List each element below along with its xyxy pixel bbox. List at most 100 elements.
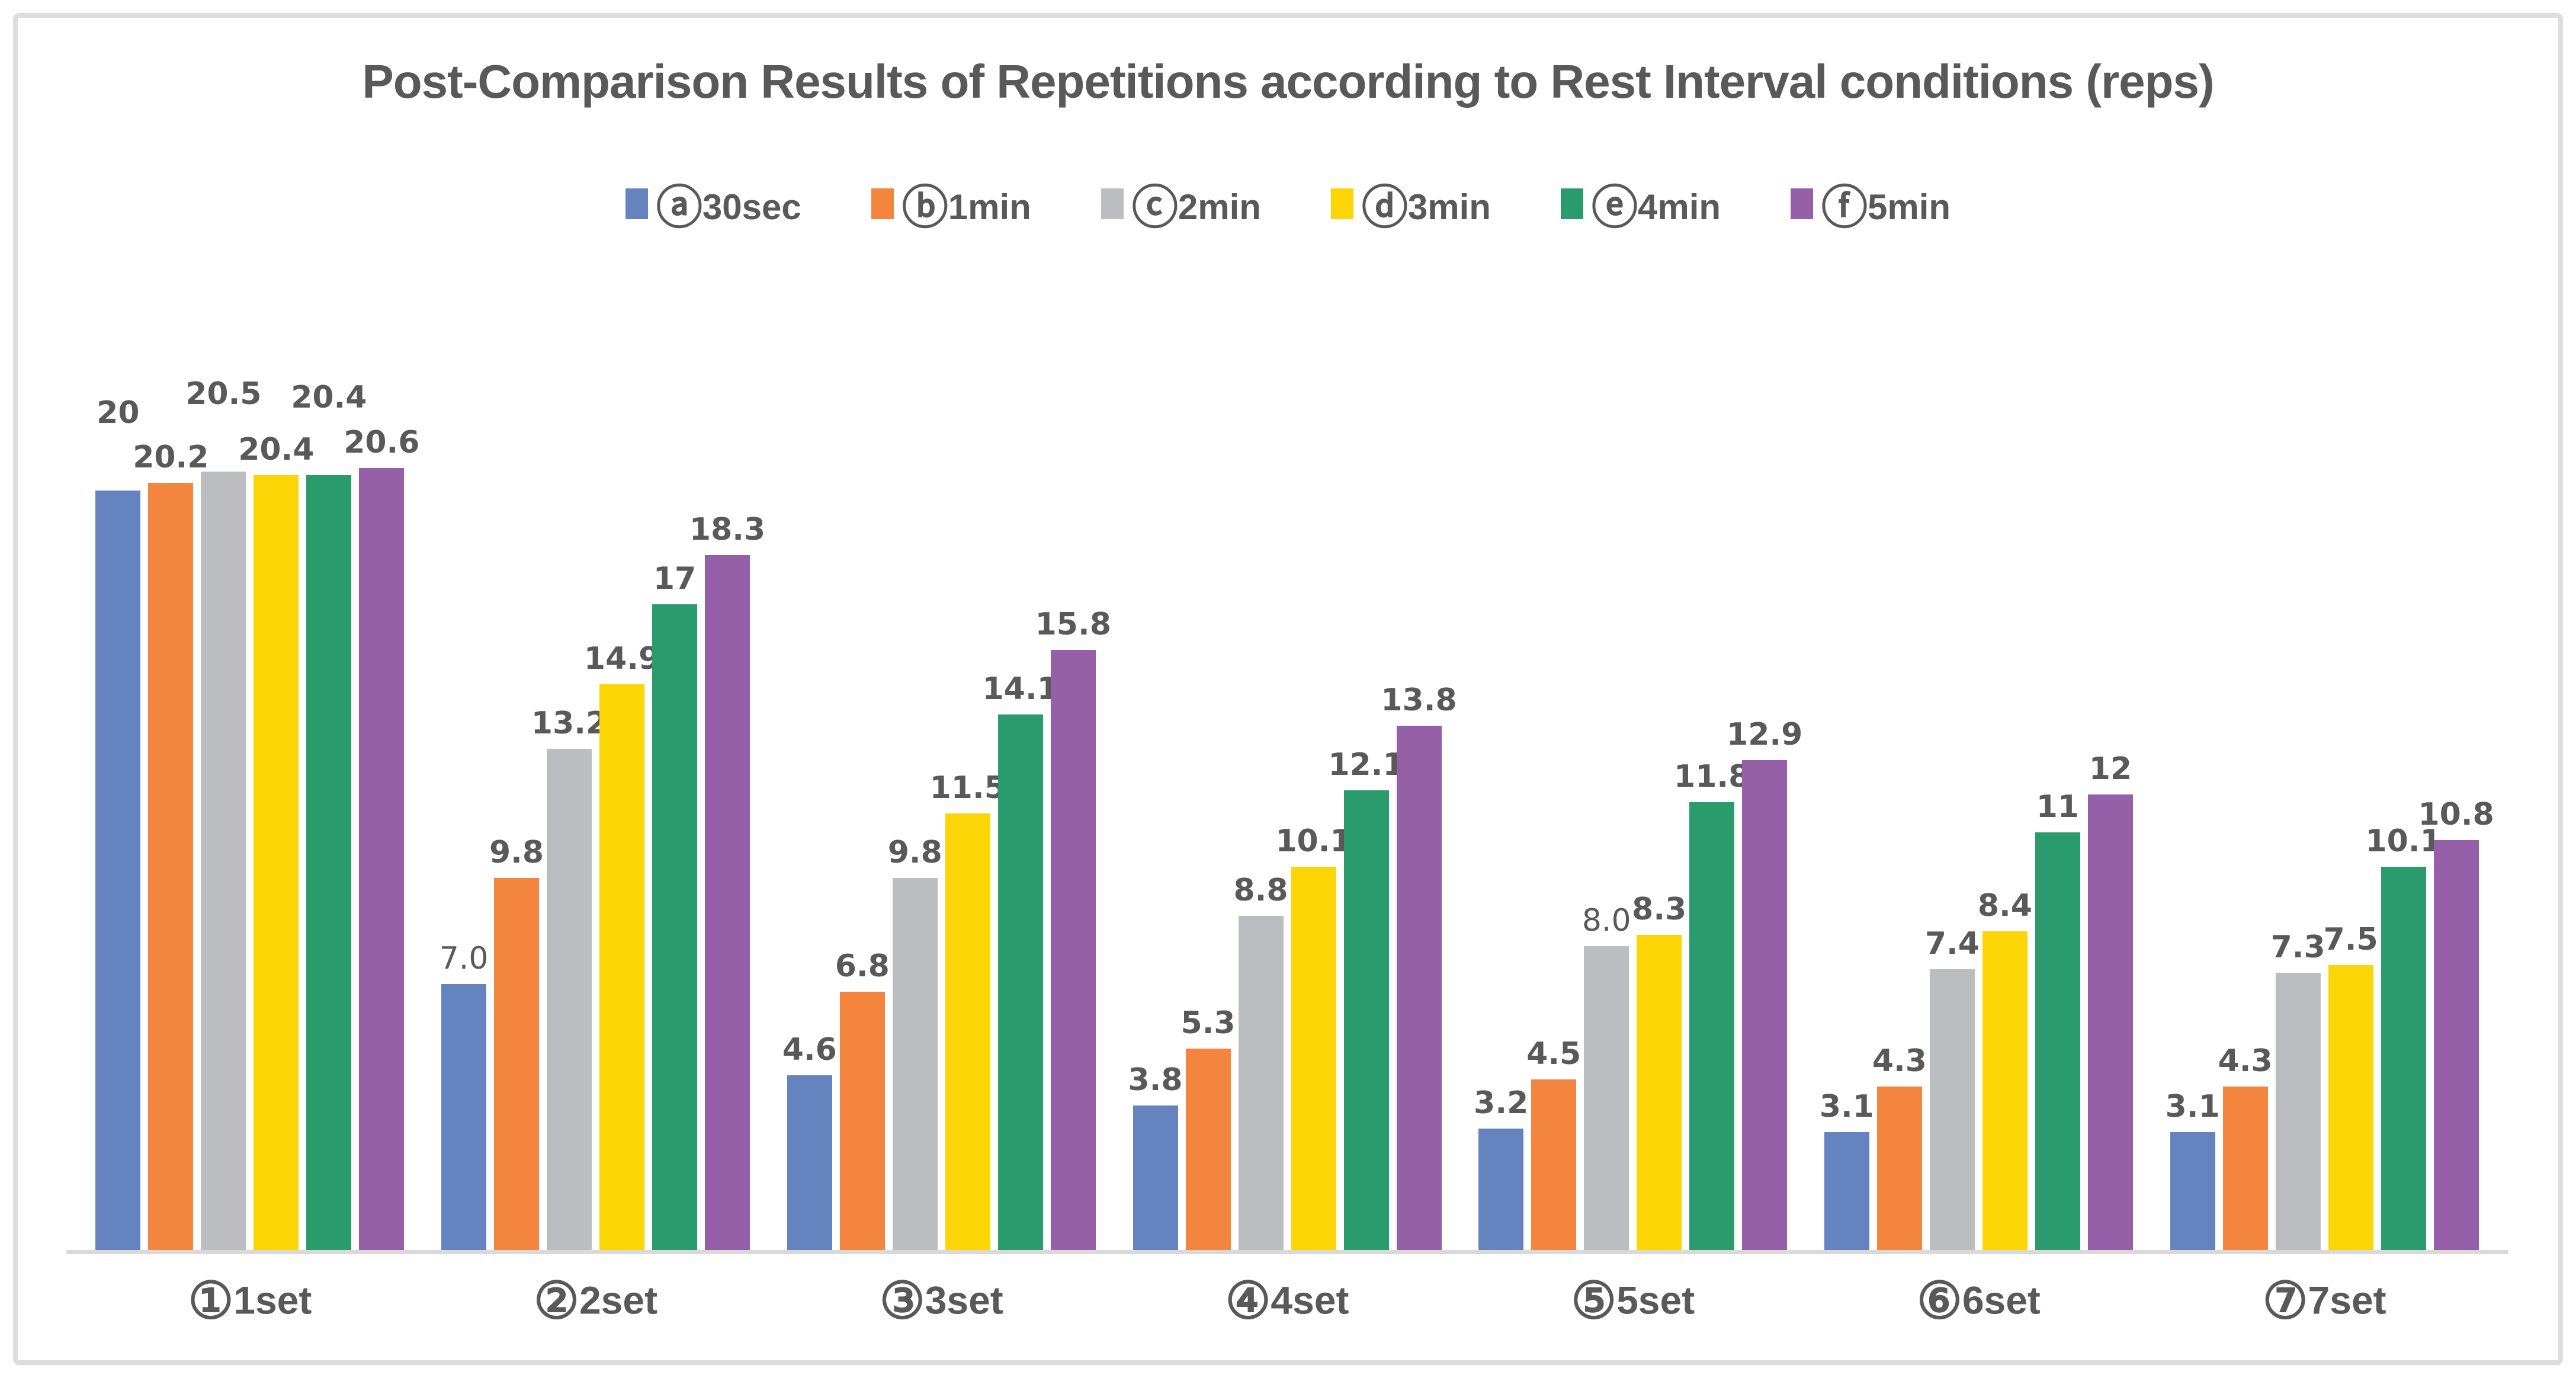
bar-3set-4min <box>997 714 1043 1250</box>
x-axis-label-5: ⑤5set <box>1571 1273 1695 1329</box>
circled-glyph: ① <box>188 1273 234 1329</box>
bar-3set-3min <box>945 813 990 1250</box>
legend-swatch <box>1101 188 1124 219</box>
bar-value-label: 13.8 <box>1381 682 1457 719</box>
bar-value-label: 6.8 <box>835 948 890 985</box>
x-axis-label-4: ④4set <box>1225 1273 1349 1329</box>
legend-item-4: ⓓ3min <box>1330 171 1491 237</box>
bar-value-label: 20.4 <box>238 432 315 468</box>
legend-item-1: ⓐ30sec <box>625 171 801 237</box>
bar-value-label: 9.8 <box>489 834 544 870</box>
bar-value-label: 7.5 <box>2323 922 2378 958</box>
bar-value-label: 20.2 <box>133 440 209 476</box>
bar-value-label: 9.8 <box>887 834 942 870</box>
legend-label: ⓕ5min <box>1821 181 1951 233</box>
bar-value-label: 3.8 <box>1128 1062 1183 1098</box>
bar-2set-5min <box>705 555 750 1250</box>
bar-value-label: 12.9 <box>1727 717 1803 753</box>
bar-value-label: 3.1 <box>1819 1089 1874 1125</box>
legend-item-5: ⓔ4min <box>1560 171 1721 237</box>
bar-6set-2min <box>1929 969 1975 1250</box>
bar-4set-1min <box>1185 1049 1231 1250</box>
bar-value-label: 18.3 <box>689 511 766 547</box>
bar-2set-30sec <box>441 984 487 1250</box>
circled-glyph: ⓔ <box>1591 181 1638 233</box>
bar-value-label: 8.4 <box>1977 887 2032 924</box>
legend-swatch <box>1791 188 1814 219</box>
bar-value-label: 8.8 <box>1233 872 1288 908</box>
bar-2set-4min <box>652 604 698 1250</box>
bar-6set-4min <box>2035 832 2080 1250</box>
x-axis-label-2: ②2set <box>534 1273 658 1329</box>
bar-1set-3min <box>254 475 299 1250</box>
bar-value-label: 5.3 <box>1180 1005 1236 1041</box>
bar-value-label: 7.4 <box>1924 925 1980 962</box>
bar-6set-3min <box>1982 931 2028 1250</box>
legend-swatch <box>1560 188 1583 219</box>
bar-2set-3min <box>599 684 645 1250</box>
bar-7set-30sec <box>2170 1132 2215 1250</box>
bar-value-label: 20.5 <box>185 376 262 412</box>
bar-1set-4min <box>306 475 352 1250</box>
bar-value-label: 17 <box>653 561 697 597</box>
bar-value-label: 13.2 <box>531 705 608 741</box>
bar-4set-30sec <box>1133 1105 1178 1250</box>
bar-value-label: 11 <box>2036 789 2080 825</box>
circled-glyph: ⑦ <box>2262 1273 2308 1329</box>
x-axis-label-3: ③3set <box>879 1273 1003 1329</box>
bar-6set-1min <box>1876 1087 1922 1250</box>
circled-glyph: ④ <box>1225 1273 1271 1329</box>
x-axis-label-7: ⑦7set <box>2262 1273 2386 1329</box>
bar-1set-30sec <box>95 491 141 1250</box>
bar-7set-3min <box>2328 965 2373 1250</box>
circled-glyph: ⓓ <box>1361 181 1408 233</box>
bar-6set-30sec <box>1824 1132 1869 1250</box>
circled-glyph: ② <box>534 1273 579 1329</box>
bar-value-label: 15.8 <box>1035 607 1111 643</box>
chart-title: Post-Comparison Results of Repetitions a… <box>362 55 2214 108</box>
bar-value-label: 20.4 <box>291 380 367 416</box>
bar-value-label: 11.8 <box>1674 758 1750 794</box>
bar-value-label: 14.9 <box>583 640 660 677</box>
legend-label: ⓐ30sec <box>656 181 801 233</box>
circled-glyph: ⓐ <box>656 181 702 233</box>
bar-7set-1min <box>2222 1087 2268 1250</box>
bar-4set-4min <box>1343 790 1389 1250</box>
bar-value-label: 10.1 <box>2365 823 2442 859</box>
circled-glyph: ⓕ <box>1821 181 1868 233</box>
bar-7set-4min <box>2381 866 2426 1250</box>
bar-2set-1min <box>494 877 540 1250</box>
bar-5set-2min <box>1584 946 1629 1250</box>
bar-value-label: 7.3 <box>2270 930 2325 966</box>
bar-value-label: 7.0 <box>439 941 489 977</box>
x-axis-label-6: ⑥6set <box>1916 1273 2041 1329</box>
bar-value-label: 3.2 <box>1474 1085 1529 1121</box>
legend-label: ⓑ1min <box>902 181 1031 233</box>
legend: ⓐ30sec ⓑ1min ⓒ2min ⓓ3min ⓔ4min ⓕ5min <box>0 171 2576 237</box>
bar-4set-3min <box>1291 866 1336 1250</box>
x-axis-label-1: ①1set <box>188 1273 312 1329</box>
bar-value-label: 11.5 <box>929 770 1006 806</box>
legend-swatch <box>871 188 894 219</box>
bar-7set-5min <box>2433 839 2479 1250</box>
chart-frame <box>13 13 2563 1365</box>
legend-item-3: ⓒ2min <box>1101 171 1261 237</box>
bar-value-label: 14.1 <box>982 671 1058 707</box>
bar-1set-2min <box>201 471 246 1250</box>
bar-4set-2min <box>1238 915 1284 1250</box>
bar-3set-1min <box>839 992 885 1250</box>
legend-item-2: ⓑ1min <box>871 171 1031 237</box>
bar-2set-2min <box>547 748 592 1250</box>
bar-value-label: 10.1 <box>1275 823 1352 859</box>
bar-3set-5min <box>1050 650 1096 1250</box>
bar-6set-5min <box>2087 794 2133 1250</box>
legend-swatch <box>1330 188 1353 219</box>
bar-value-label: 8.3 <box>1632 891 1687 927</box>
circled-glyph: ⑤ <box>1571 1273 1617 1329</box>
bar-5set-4min <box>1689 802 1735 1250</box>
bar-7set-2min <box>2275 973 2321 1250</box>
bar-value-label: 10.8 <box>2418 796 2494 832</box>
bar-value-label: 8.0 <box>1581 903 1631 939</box>
bar-value-label: 4.5 <box>1526 1036 1581 1072</box>
